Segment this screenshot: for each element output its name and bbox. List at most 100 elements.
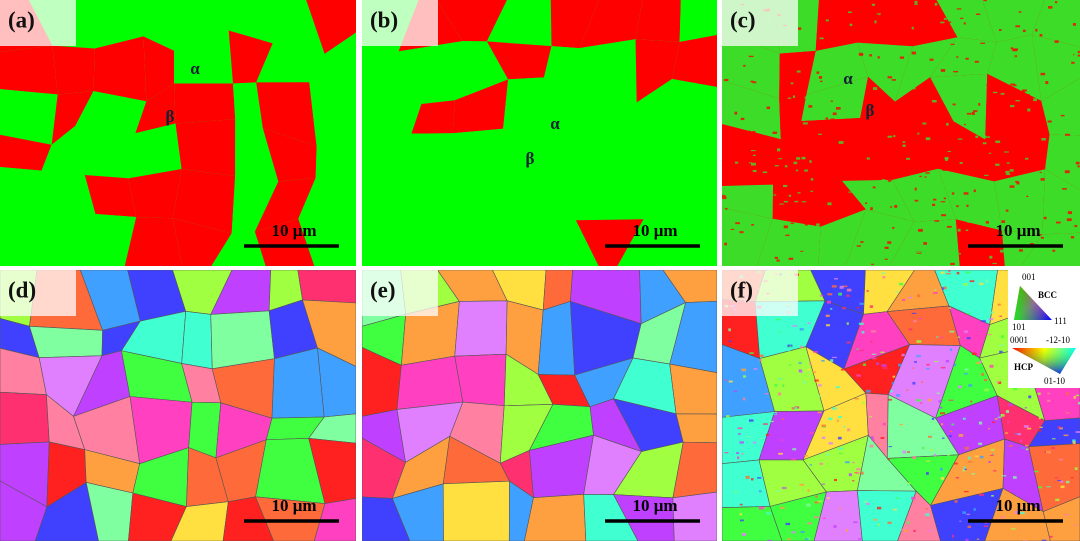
speckle	[932, 203, 936, 207]
speckle	[927, 160, 930, 164]
grain	[666, 78, 717, 138]
speckle	[979, 455, 984, 459]
speckle	[1005, 209, 1009, 212]
speckle	[1000, 92, 1005, 95]
speckle	[1052, 249, 1056, 252]
speckle	[963, 142, 966, 145]
speckle	[900, 215, 904, 219]
speckle	[988, 152, 992, 154]
speckle	[902, 144, 906, 147]
speckle	[813, 163, 817, 166]
speckle	[958, 495, 962, 497]
speckle	[940, 271, 945, 274]
speckle	[1077, 205, 1080, 207]
speckle	[765, 433, 770, 436]
speckle	[905, 238, 910, 240]
speckle	[843, 265, 847, 266]
grain	[231, 176, 279, 234]
speckle	[838, 141, 844, 144]
speckle	[1009, 169, 1014, 172]
speckle	[1047, 120, 1052, 123]
speckle	[1065, 412, 1070, 414]
speckle	[866, 157, 870, 160]
speckle	[1038, 7, 1043, 10]
speckle	[1028, 395, 1032, 399]
speckle	[987, 428, 991, 430]
speckle	[887, 458, 890, 461]
speckle	[781, 487, 787, 489]
speckle	[1023, 181, 1028, 185]
grain	[168, 0, 230, 51]
speckle	[870, 340, 873, 343]
grain	[452, 79, 509, 134]
grain	[0, 89, 58, 145]
speckle	[825, 453, 830, 456]
speckle	[985, 279, 989, 283]
speckle	[1011, 228, 1016, 231]
scale-bar-label: 10 μm	[271, 496, 316, 515]
speckle	[968, 384, 973, 387]
speckle	[913, 180, 917, 183]
speckle	[958, 385, 962, 389]
speckle	[830, 118, 835, 120]
grain	[550, 0, 600, 49]
speckle	[1063, 434, 1069, 437]
grain	[454, 41, 509, 101]
speckle	[818, 76, 823, 79]
speckle	[965, 229, 969, 232]
speckle	[872, 485, 875, 487]
panel-label-box	[362, 0, 438, 46]
speckle	[919, 246, 922, 250]
speckle	[790, 222, 795, 224]
speckle	[927, 398, 932, 402]
speckle	[817, 209, 821, 212]
speckle	[1043, 192, 1048, 194]
speckle	[795, 169, 799, 172]
speckle	[958, 433, 964, 437]
speckle	[780, 439, 783, 441]
speckle	[946, 113, 949, 115]
speckle	[816, 223, 820, 227]
grain	[393, 185, 461, 236]
speckle	[909, 188, 912, 192]
speckle	[1018, 48, 1023, 51]
speckle	[729, 87, 734, 91]
speckle	[1040, 178, 1045, 181]
speckle	[735, 219, 739, 221]
speckle	[728, 380, 733, 383]
speckle	[956, 56, 959, 58]
speckle	[793, 161, 798, 165]
speckle	[1058, 458, 1064, 461]
speckle	[822, 517, 826, 519]
speckle	[804, 169, 808, 172]
speckle	[876, 506, 882, 510]
speckle	[794, 208, 800, 210]
speckle	[1057, 479, 1062, 482]
speckle	[1066, 218, 1072, 222]
speckle	[1064, 65, 1068, 67]
grain	[613, 494, 675, 541]
speckle	[945, 158, 948, 161]
speckle	[978, 103, 981, 106]
speckle	[885, 246, 889, 249]
grain	[454, 182, 508, 236]
grain	[930, 37, 997, 78]
grain	[769, 491, 827, 541]
grain	[317, 347, 356, 418]
speckle	[825, 314, 830, 317]
speckle	[914, 361, 917, 363]
speckle	[741, 104, 745, 108]
speckle	[963, 192, 969, 195]
speckle	[1007, 421, 1010, 424]
speckle	[1059, 480, 1064, 483]
grain	[937, 121, 995, 182]
speckle	[795, 242, 801, 244]
speckle	[898, 230, 903, 232]
speckle	[804, 96, 808, 99]
speckle	[949, 430, 953, 433]
speckle	[988, 318, 994, 321]
hcp-corner: 01-10	[1044, 376, 1065, 386]
speckle	[963, 22, 966, 25]
speckle	[940, 201, 946, 203]
speckle	[791, 407, 795, 410]
